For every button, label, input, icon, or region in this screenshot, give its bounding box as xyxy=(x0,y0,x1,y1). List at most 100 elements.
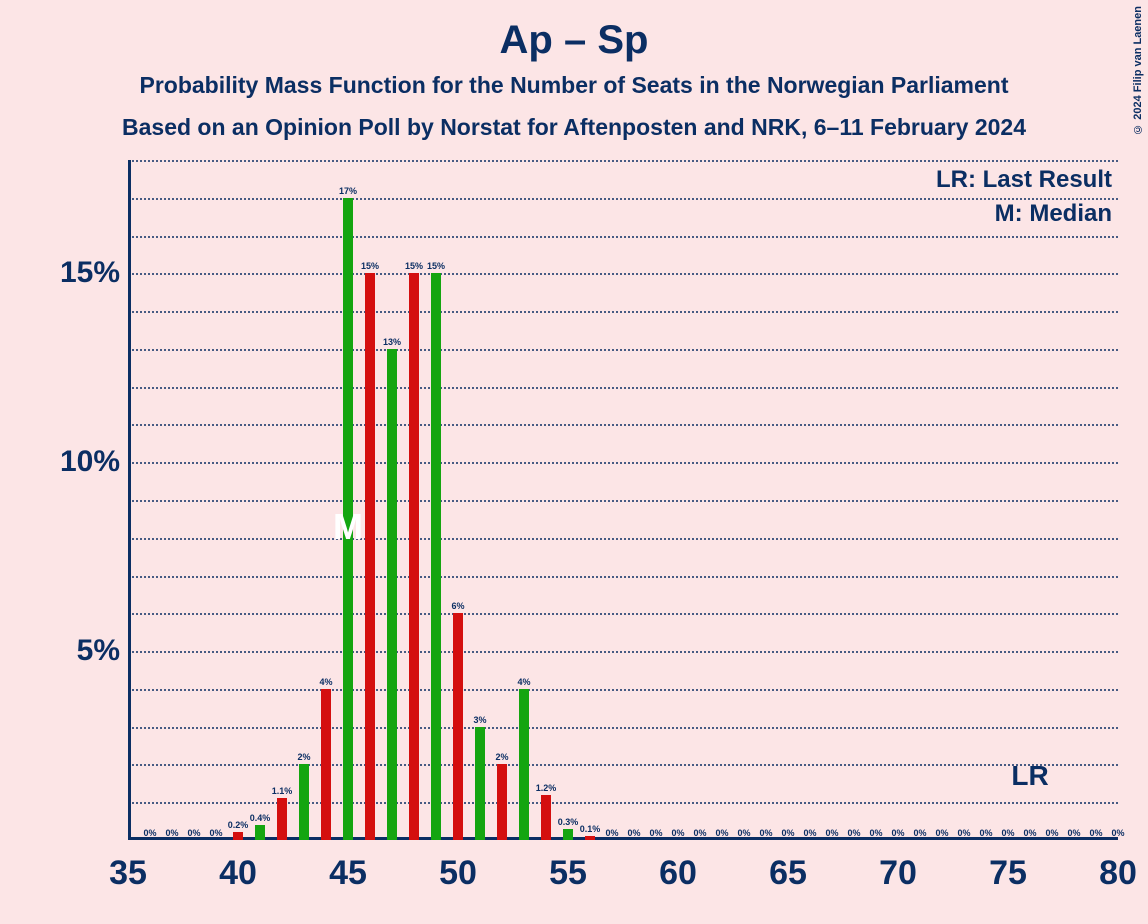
bar: 0.1% xyxy=(585,836,595,840)
bar-value-label: 0% xyxy=(715,828,728,840)
bar-value-label: 0% xyxy=(209,828,222,840)
bar-value-label: 1.1% xyxy=(272,786,293,798)
gridline xyxy=(128,160,1118,162)
legend-last-result: LR: Last Result xyxy=(936,166,1112,194)
bar: 15% xyxy=(365,273,375,840)
bar-value-label: 0% xyxy=(737,828,750,840)
bar-value-label: 0% xyxy=(979,828,992,840)
last-result-marker: LR xyxy=(1011,760,1048,792)
bar: 1.1% xyxy=(277,798,287,840)
bar-value-label: 0% xyxy=(627,828,640,840)
y-tick-label: 15% xyxy=(60,256,128,290)
bar-value-label: 0% xyxy=(671,828,684,840)
bar: 15% xyxy=(409,273,419,840)
bar-value-label: 15% xyxy=(361,261,379,273)
bar-value-label: 0% xyxy=(781,828,794,840)
gridline xyxy=(128,236,1118,238)
gridline xyxy=(128,424,1118,426)
x-tick-label: 45 xyxy=(329,840,367,893)
copyright-text: © 2024 Filip van Laenen xyxy=(1132,6,1144,135)
bar: 1.2% xyxy=(541,795,551,840)
x-tick-label: 65 xyxy=(769,840,807,893)
gridline xyxy=(128,727,1118,729)
gridline xyxy=(128,500,1118,502)
bar-value-label: 0% xyxy=(187,828,200,840)
gridline xyxy=(128,576,1118,578)
bar: 4% xyxy=(321,689,331,840)
bar: 0.2% xyxy=(233,832,243,840)
gridline xyxy=(128,349,1118,351)
y-tick-label: 5% xyxy=(77,634,128,668)
gridline xyxy=(128,311,1118,313)
bar-value-label: 0% xyxy=(847,828,860,840)
x-tick-label: 70 xyxy=(879,840,917,893)
bar-value-label: 2% xyxy=(297,752,310,764)
gridline xyxy=(128,764,1118,766)
bar-value-label: 0% xyxy=(1023,828,1036,840)
bar-value-label: 0.2% xyxy=(228,820,249,832)
bar-value-label: 0% xyxy=(1045,828,1058,840)
gridline xyxy=(128,198,1118,200)
gridline xyxy=(128,538,1118,540)
chart-subtitle-2: Based on an Opinion Poll by Norstat for … xyxy=(0,114,1148,141)
bar-value-label: 15% xyxy=(405,261,423,273)
bar-value-label: 0% xyxy=(605,828,618,840)
bar-value-label: 0.4% xyxy=(250,813,271,825)
bar-value-label: 0% xyxy=(1089,828,1102,840)
bar-value-label: 0% xyxy=(759,828,772,840)
bar-value-label: 4% xyxy=(319,677,332,689)
chart-title: Ap – Sp xyxy=(0,18,1148,63)
x-tick-label: 80 xyxy=(1099,840,1137,893)
y-tick-label: 10% xyxy=(60,445,128,479)
bar-value-label: 0% xyxy=(1111,828,1124,840)
bar-value-label: 0% xyxy=(649,828,662,840)
bar: 3% xyxy=(475,727,485,840)
gridline xyxy=(128,462,1118,464)
bar-value-label: 0% xyxy=(913,828,926,840)
bar-value-label: 0% xyxy=(1001,828,1014,840)
bar-value-label: 0% xyxy=(803,828,816,840)
chart-plot-area: LR: Last Result M: Median 5%10%15%354045… xyxy=(128,160,1118,840)
bar: 2% xyxy=(497,764,507,840)
gridline xyxy=(128,387,1118,389)
bar-value-label: 2% xyxy=(495,752,508,764)
bar-value-label: 0.1% xyxy=(580,824,601,836)
bar-value-label: 3% xyxy=(473,715,486,727)
bar: 0.4% xyxy=(255,825,265,840)
bar: 15% xyxy=(431,273,441,840)
gridline xyxy=(128,273,1118,275)
bar-value-label: 13% xyxy=(383,337,401,349)
x-tick-label: 40 xyxy=(219,840,257,893)
chart-subtitle-1: Probability Mass Function for the Number… xyxy=(0,72,1148,99)
bar-value-label: 6% xyxy=(451,601,464,613)
bar-value-label: 0% xyxy=(165,828,178,840)
bar-value-label: 0.3% xyxy=(558,817,579,829)
bar: 6% xyxy=(453,613,463,840)
bar-value-label: 0% xyxy=(935,828,948,840)
x-tick-label: 60 xyxy=(659,840,697,893)
bar-value-label: 0% xyxy=(1067,828,1080,840)
bar-value-label: 17% xyxy=(339,186,357,198)
bar: 0.3% xyxy=(563,829,573,840)
bar-value-label: 0% xyxy=(869,828,882,840)
gridline xyxy=(128,651,1118,653)
x-tick-label: 75 xyxy=(989,840,1027,893)
legend-median: M: Median xyxy=(995,200,1112,228)
gridline xyxy=(128,689,1118,691)
bar-value-label: 0% xyxy=(693,828,706,840)
bar-value-label: 0% xyxy=(957,828,970,840)
gridline xyxy=(128,613,1118,615)
x-tick-label: 55 xyxy=(549,840,587,893)
bar-value-label: 0% xyxy=(825,828,838,840)
median-marker: M xyxy=(333,506,363,548)
x-tick-label: 50 xyxy=(439,840,477,893)
bar-value-label: 15% xyxy=(427,261,445,273)
bar-value-label: 4% xyxy=(517,677,530,689)
bar-value-label: 0% xyxy=(143,828,156,840)
bar: 4% xyxy=(519,689,529,840)
bar: 13% xyxy=(387,349,397,840)
bar-value-label: 0% xyxy=(891,828,904,840)
bar-value-label: 1.2% xyxy=(536,783,557,795)
bar: 2% xyxy=(299,764,309,840)
x-tick-label: 35 xyxy=(109,840,147,893)
